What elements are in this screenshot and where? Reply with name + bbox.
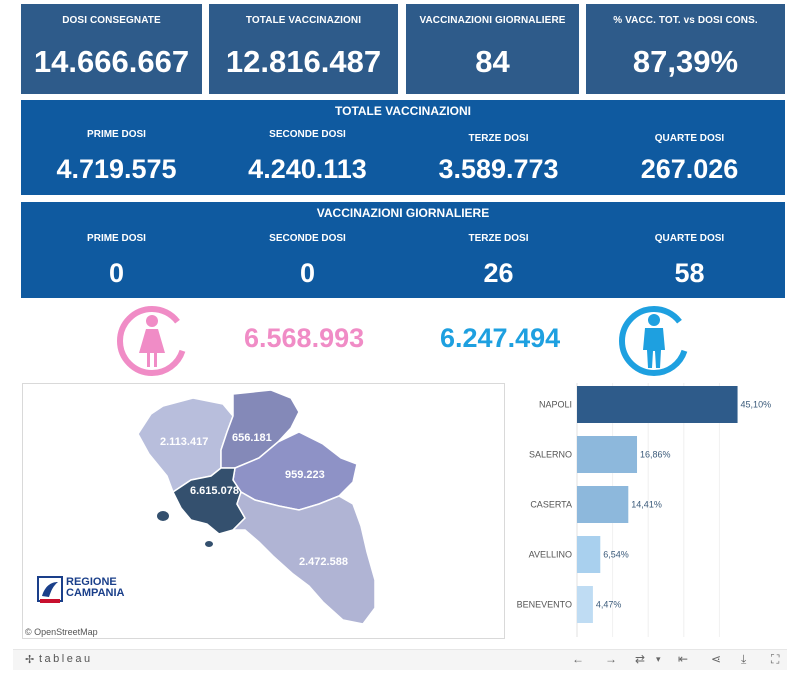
kpi-value: 84 <box>475 44 510 79</box>
col-label: PRIME DOSI <box>87 129 146 140</box>
share-icon[interactable]: ⋖ <box>711 652 722 666</box>
giornaliere-prime-dosi: PRIME DOSI 0 <box>21 233 212 289</box>
female-icon <box>117 306 187 376</box>
bar-salerno[interactable] <box>577 436 638 473</box>
kpi-value: 14.666.667 <box>33 44 190 79</box>
tableau-brand[interactable]: tableau <box>39 653 93 665</box>
revert-icon[interactable]: ⇄ <box>635 652 646 666</box>
col-label: TERZE DOSI <box>468 133 529 144</box>
vaccinazioni-giornaliere-band: VACCINAZIONI GIORNALIERE PRIME DOSI 0 SE… <box>21 202 785 298</box>
col-value: 0 <box>108 258 125 288</box>
col-label: QUARTE DOSI <box>654 233 725 244</box>
download-icon[interactable]: ⤓ <box>741 652 747 666</box>
col-value: 26 <box>483 258 514 288</box>
map-attribution[interactable]: © OpenStreetMap <box>25 627 98 637</box>
col-label: TERZE DOSI <box>468 233 529 244</box>
map-label-salerno: 2.472.588 <box>299 556 348 568</box>
totale-vaccinazioni-band: TOTALE VACCINAZIONI PRIME DOSI 4.719.575… <box>21 100 785 195</box>
undo-icon[interactable]: ← <box>572 652 584 666</box>
tableau-toolbar: ✢ tableau ← → ⇄ ▾ ⇤ ⋖ ⤓ ⛶ <box>13 649 787 670</box>
island-ischia <box>157 511 169 521</box>
bar-category-label: AVELLINO <box>529 550 572 560</box>
map-label-benevento: 656.181 <box>232 432 272 444</box>
kpi-percentuale: % VACC. TOT. vs DOSI CONS. 87,39% <box>586 4 785 94</box>
giornaliere-terze-dosi: TERZE DOSI 26 <box>403 233 594 289</box>
bar-value-label: 14,41% <box>631 500 662 510</box>
tableau-logo-icon[interactable]: ✢ <box>25 654 35 666</box>
bar-value-label: 16,86% <box>640 450 671 460</box>
map-label-avellino: 959.223 <box>285 469 325 481</box>
col-label: SECONDE DOSI <box>269 233 346 244</box>
bar-category-label: BENEVENTO <box>517 600 572 610</box>
kpi-dosi-consegnate: DOSI CONSEGNATE 14.666.667 <box>21 4 202 94</box>
regione-campania-emblem-icon <box>37 576 63 603</box>
revert-dropdown-icon[interactable]: ▾ <box>656 654 661 664</box>
totale-prime-dosi: PRIME DOSI 4.719.575 <box>21 129 212 185</box>
giornaliere-seconde-dosi: SECONDE DOSI 0 <box>212 233 403 289</box>
col-label: PRIME DOSI <box>87 233 146 244</box>
kpi-totale-vaccinazioni: TOTALE VACCINAZIONI 12.816.487 <box>209 4 398 94</box>
kpi-label: VACCINAZIONI GIORNALIERE <box>419 15 566 26</box>
kpi-value: 87,39% <box>632 44 739 79</box>
bar-avellino[interactable] <box>577 536 601 573</box>
reset-icon[interactable]: ⇤ <box>678 652 689 666</box>
map-label-caserta: 2.113.417 <box>160 436 209 448</box>
band-title: VACCINAZIONI GIORNALIERE <box>316 206 490 220</box>
bar-category-label: CASERTA <box>530 500 572 510</box>
kpi-value: 12.816.487 <box>225 44 382 79</box>
bar-value-label: 4,47% <box>596 600 622 610</box>
female-count: 6.568.993 <box>244 323 365 353</box>
fullscreen-icon[interactable]: ⛶ <box>771 652 780 666</box>
redo-icon[interactable]: → <box>605 652 617 666</box>
map-svg <box>137 389 376 625</box>
bar-value-label: 45,10% <box>741 400 772 410</box>
band-title: TOTALE VACCINAZIONI <box>335 104 471 118</box>
bar-category-label: SALERNO <box>529 450 572 460</box>
totale-quarte-dosi: QUARTE DOSI 267.026 <box>594 133 785 185</box>
map-label-napoli: 6.615.078 <box>190 485 239 497</box>
male-icon <box>619 306 689 376</box>
bar-value-label: 6,54% <box>603 550 629 560</box>
bar-caserta[interactable] <box>577 486 629 523</box>
province-salerno <box>231 490 376 625</box>
totale-seconde-dosi: SECONDE DOSI 4.240.113 <box>212 129 403 185</box>
col-value: 3.589.773 <box>438 154 559 184</box>
col-label: QUARTE DOSI <box>654 133 725 144</box>
bar-benevento[interactable] <box>577 586 593 623</box>
col-value: 267.026 <box>640 154 739 184</box>
kpi-label: % VACC. TOT. vs DOSI CONS. <box>613 15 758 26</box>
col-value: 4.240.113 <box>248 154 367 184</box>
col-value: 58 <box>674 258 705 288</box>
kpi-label: DOSI CONSEGNATE <box>62 15 161 26</box>
kpi-vaccinazioni-giornaliere: VACCINAZIONI GIORNALIERE 84 <box>406 4 579 94</box>
male-count: 6.247.494 <box>440 323 561 353</box>
col-value: 4.719.575 <box>56 154 177 184</box>
island-capri <box>205 541 213 547</box>
logo-text-line1: REGIONE <box>66 576 117 588</box>
regione-campania-logo: REGIONE CAMPANIA <box>37 576 135 606</box>
bar-napoli[interactable] <box>577 386 738 423</box>
logo-text-line2: CAMPANIA <box>66 587 125 599</box>
col-value: 0 <box>299 258 316 288</box>
bar-category-label: NAPOLI <box>539 400 572 410</box>
kpi-label: TOTALE VACCINAZIONI <box>245 15 362 26</box>
totale-terze-dosi: TERZE DOSI 3.589.773 <box>403 133 594 185</box>
campania-map[interactable]: 2.113.417 656.181 959.223 6.615.078 2.47… <box>22 383 505 639</box>
giornaliere-quarte-dosi: QUARTE DOSI 58 <box>594 233 785 289</box>
col-label: SECONDE DOSI <box>269 129 346 140</box>
province-bar-chart[interactable]: NAPOLI 45,10% SALERNO 16,86% CASERTA 14,41% AV… <box>513 383 785 637</box>
